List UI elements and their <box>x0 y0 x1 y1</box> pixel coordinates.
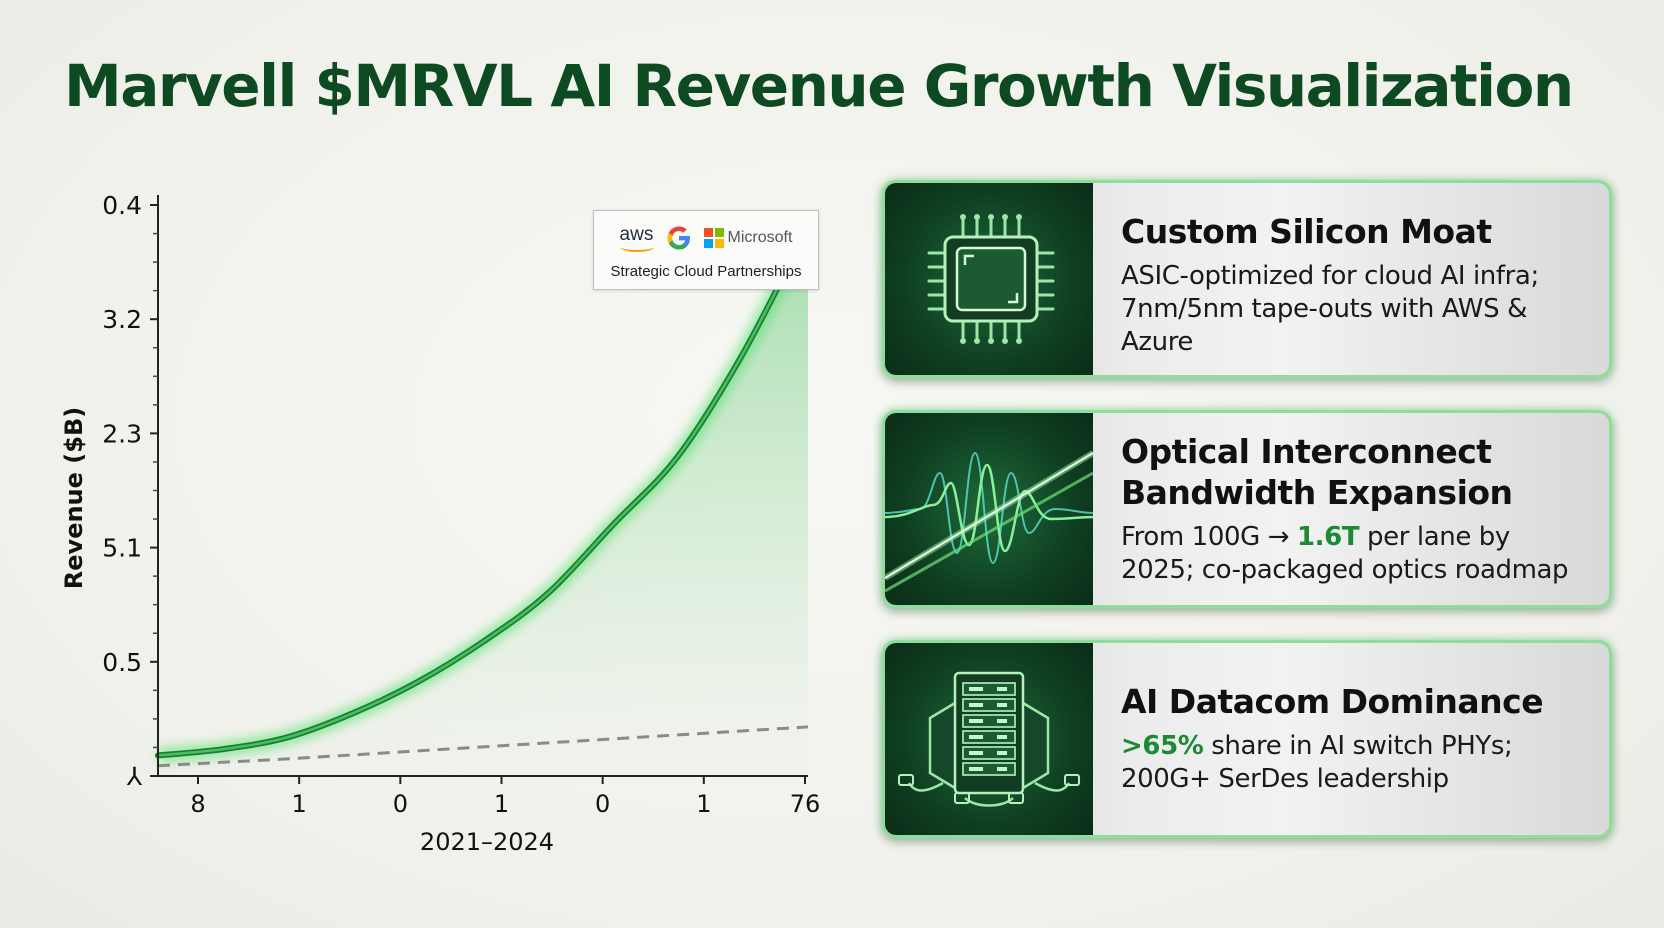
x-tick-label: 8 <box>190 790 205 818</box>
microsoft-squares-icon <box>703 228 724 248</box>
card-text: AI Datacom Dominance >65% share in AI sw… <box>1121 681 1593 796</box>
card-title: AI Datacom Dominance <box>1121 682 1544 721</box>
card-title-line: Optical Interconnect <box>1121 432 1492 471</box>
x-tick-label: 0 <box>595 790 610 818</box>
card-body: From 100G → 1.6T per lane by 2025; co-pa… <box>1121 521 1593 587</box>
y-tick-label: 3.2 <box>102 305 142 334</box>
card-icon-panel <box>885 643 1093 835</box>
x-tick-label: 1 <box>292 790 307 818</box>
x-tick-label: 1 <box>494 790 509 818</box>
card-body-line: 200G+ SerDes leadership <box>1121 764 1449 794</box>
google-logo-icon <box>667 226 690 250</box>
card-title-line: Bandwidth Expansion <box>1121 473 1513 512</box>
y-axis-label: Revenue ($B) <box>60 407 88 589</box>
aws-logo: aws <box>619 223 654 252</box>
baseline-dashed-line <box>157 725 809 768</box>
microsoft-logo: Microsoft <box>703 228 793 248</box>
y-tick-label: 0.4 <box>102 191 142 220</box>
card-text: Optical Interconnect Bandwidth Expansion… <box>1121 431 1593 587</box>
y-tick-label: 2.3 <box>102 419 142 448</box>
revenue-line-highlight <box>157 227 810 757</box>
optical-wave-icon <box>885 450 1093 593</box>
page-title: Marvell $MRVL AI Revenue Growth Visualiz… <box>64 52 1574 120</box>
card-body: >65% share in AI switch PHYs; 200G+ SerD… <box>1121 730 1593 796</box>
card-body: ASIC-optimized for cloud AI infra; 7nm/5… <box>1121 260 1593 359</box>
card-body-line: ASIC-optimized for cloud AI infra; <box>1121 261 1539 291</box>
partners-caption: Strategic Cloud Partnerships <box>610 263 802 280</box>
x-tick-label: 1 <box>696 790 711 818</box>
card-text: Custom Silicon Moat ASIC-optimized for c… <box>1121 211 1593 359</box>
server-rack-icon <box>898 671 1080 807</box>
y-tick-label: ⅄ <box>127 762 143 791</box>
revenue-chart: 0.4 3.2 2.3 5.1 0.5 ⅄ 8 1 0 1 0 1 76 Revenue ($B) 20… <box>60 191 821 856</box>
card-ai-datacom: AI Datacom Dominance >65% share in AI sw… <box>882 640 1612 838</box>
revenue-area-fill <box>158 227 808 777</box>
partner-logos: aws Microsoft <box>594 223 818 253</box>
microsoft-logo-text: Microsoft <box>727 229 793 246</box>
card-body-highlight: >65% <box>1121 731 1204 761</box>
card-body-text: share in AI switch PHYs; <box>1203 731 1513 761</box>
card-title: Custom Silicon Moat <box>1121 212 1492 251</box>
y-tick-label: 5.1 <box>102 534 142 563</box>
card-body-text: From 100G → <box>1121 522 1297 552</box>
aws-logo-text: aws <box>619 223 654 245</box>
card-body-highlight: 1.6T <box>1296 522 1360 552</box>
x-tick-label: 0 <box>393 790 408 818</box>
card-title: Optical Interconnect Bandwidth Expansion <box>1121 431 1593 513</box>
x-tick-label: 76 <box>790 790 821 818</box>
y-tick-label: 0.5 <box>102 648 142 677</box>
card-body-line: 7nm/5nm tape-outs with AWS & Azure <box>1121 294 1527 357</box>
card-icon-panel <box>885 413 1093 605</box>
x-axis-label: 2021–2024 <box>420 828 554 856</box>
card-custom-silicon: Custom Silicon Moat ASIC-optimized for c… <box>882 180 1612 378</box>
card-icon-panel <box>885 183 1093 375</box>
card-body-text: per lane by <box>1359 522 1510 552</box>
partners-box: aws Microsoft Strategic Cloud Partnershi… <box>593 210 819 290</box>
card-body-line: 2025; co-packaged optics roadmap <box>1121 555 1569 585</box>
card-optical-interconnect: Optical Interconnect Bandwidth Expansion… <box>882 410 1612 608</box>
chip-icon <box>927 214 1055 344</box>
